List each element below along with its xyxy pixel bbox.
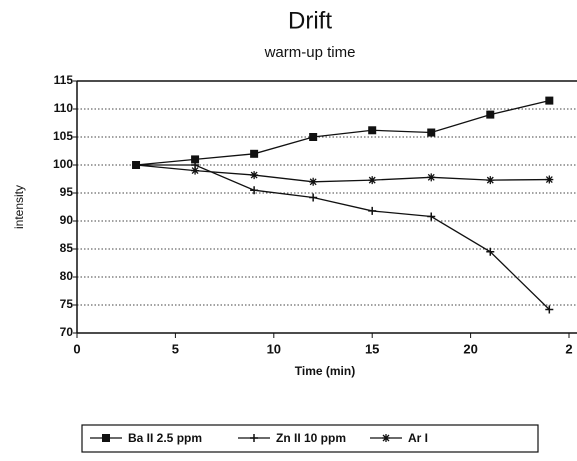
marker-plus <box>427 212 436 221</box>
y-tick-label: 110 <box>54 101 74 115</box>
marker-asterisk <box>486 176 495 185</box>
marker <box>427 212 436 221</box>
legend-label: Ba II 2.5 ppm <box>128 431 202 445</box>
marker <box>250 149 259 158</box>
y-axis-label: intensity <box>12 185 26 229</box>
marker-plus <box>486 247 495 256</box>
x-tick-label: 15 <box>365 341 379 356</box>
x-axis-label: Time (min) <box>295 364 355 378</box>
y-tick-label: 105 <box>53 129 73 143</box>
marker-plus <box>368 206 377 215</box>
marker-asterisk <box>250 171 259 180</box>
marker <box>427 128 436 137</box>
marker <box>486 176 495 185</box>
y-tick-label: 95 <box>60 185 74 199</box>
x-tick-label: 10 <box>267 341 281 356</box>
marker-square <box>427 128 436 137</box>
y-tick-label: 100 <box>53 157 73 171</box>
x-tick-label: 20 <box>463 341 477 356</box>
marker-square <box>486 110 495 119</box>
marker <box>486 247 495 256</box>
marker-plus <box>250 434 258 442</box>
marker <box>545 96 554 105</box>
marker-square <box>309 133 318 141</box>
y-tick-label: 75 <box>60 297 74 311</box>
marker <box>486 110 495 119</box>
legend-marker <box>102 434 110 442</box>
marker <box>368 206 377 215</box>
x-tick-label: 0 <box>73 341 80 356</box>
chart-title: Drift <box>288 7 332 34</box>
marker <box>132 161 141 169</box>
y-tick-label: 115 <box>54 73 74 87</box>
y-tick-label: 80 <box>60 269 74 283</box>
legend-marker <box>250 434 258 442</box>
marker-square <box>368 126 377 135</box>
marker <box>545 305 554 314</box>
marker <box>427 173 436 182</box>
marker-asterisk <box>368 176 377 185</box>
legend-label: Zn II 10 ppm <box>276 431 346 445</box>
marker <box>368 176 377 185</box>
series-line <box>135 99 550 166</box>
marker <box>309 193 318 202</box>
legend-marker <box>382 434 390 442</box>
marker-asterisk <box>427 173 436 182</box>
series-line <box>136 164 550 310</box>
marker <box>368 126 377 135</box>
marker-asterisk <box>545 175 554 184</box>
marker-square <box>250 149 259 158</box>
x-tick-label: 5 <box>172 341 179 356</box>
marker-square <box>191 155 200 164</box>
marker <box>250 186 259 195</box>
marker-plus <box>309 193 318 202</box>
marker <box>309 177 318 186</box>
marker <box>545 175 554 184</box>
legend-box <box>81 424 539 453</box>
marker <box>191 166 200 175</box>
marker <box>250 171 259 180</box>
marker-asterisk <box>382 434 390 442</box>
marker-asterisk <box>309 177 318 186</box>
marker-square <box>102 434 110 442</box>
chart-subtitle: warm-up time <box>264 44 356 61</box>
marker-square <box>545 96 554 105</box>
marker <box>309 133 318 141</box>
marker-plus <box>545 305 554 314</box>
marker-asterisk <box>191 166 200 175</box>
series-line <box>135 164 550 183</box>
legend-label: Ar I <box>408 431 428 445</box>
marker-plus <box>250 186 259 195</box>
y-tick-label: 85 <box>60 241 74 255</box>
marker-asterisk <box>132 161 141 169</box>
y-tick-label: 90 <box>60 213 74 227</box>
x-tick-label: 2 <box>565 341 572 356</box>
y-tick-label: 70 <box>60 325 74 339</box>
marker <box>191 155 200 164</box>
